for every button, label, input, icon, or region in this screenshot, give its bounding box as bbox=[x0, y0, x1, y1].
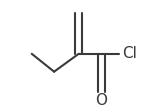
Text: O: O bbox=[95, 93, 107, 108]
Text: Cl: Cl bbox=[122, 46, 137, 61]
